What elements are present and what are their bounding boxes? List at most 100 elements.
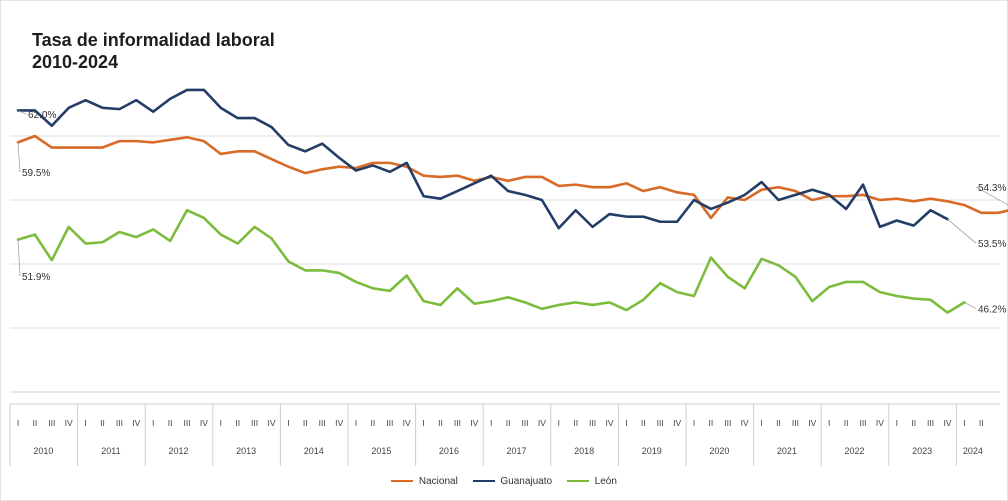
- data-point: [372, 165, 374, 167]
- data-point: [558, 227, 560, 229]
- data-point: [135, 99, 137, 101]
- data-point: [254, 117, 256, 119]
- data-point: [169, 139, 171, 141]
- year-tick-label: 2024: [963, 446, 983, 456]
- legend-item-guanajuato: Guanajuato: [472, 476, 553, 487]
- data-point: [372, 162, 374, 164]
- data-point: [304, 172, 306, 174]
- year-tick-label: 2012: [169, 446, 189, 456]
- data-point: [406, 162, 408, 164]
- data-point: [879, 226, 881, 228]
- data-point: [271, 126, 273, 128]
- quarter-tick-label: III: [927, 418, 934, 428]
- data-point: [237, 117, 239, 119]
- legend-label-leon: León: [594, 476, 617, 487]
- data-point: [642, 299, 644, 301]
- data-point: [203, 140, 205, 142]
- data-point: [676, 191, 678, 193]
- end-label-leader: [964, 302, 977, 309]
- data-point: [288, 166, 290, 168]
- data-point: [845, 195, 847, 197]
- data-point: [457, 175, 459, 177]
- year-tick-label: 2011: [101, 446, 120, 456]
- data-point: [473, 180, 475, 182]
- year-tick-label: 2014: [304, 446, 324, 456]
- year-tick-label: 2016: [439, 446, 459, 456]
- quarter-tick-label: III: [319, 418, 326, 428]
- data-point: [541, 199, 543, 201]
- data-point: [524, 176, 526, 178]
- data-point: [896, 198, 898, 200]
- data-point: [659, 282, 661, 284]
- data-point: [642, 190, 644, 192]
- data-point: [271, 158, 273, 160]
- data-point: [828, 286, 830, 288]
- data-point: [828, 194, 830, 196]
- quarter-tick-label: I: [422, 418, 424, 428]
- data-point: [85, 99, 87, 101]
- data-point: [355, 281, 357, 283]
- data-point: [389, 162, 391, 164]
- data-point: [169, 240, 171, 242]
- legend-label-guanajuato: Guanajuato: [500, 476, 553, 487]
- data-point: [795, 276, 797, 278]
- data-point: [355, 170, 357, 172]
- data-point: [34, 135, 36, 137]
- quarter-tick-label: I: [287, 418, 289, 428]
- data-point: [102, 241, 104, 243]
- start-label-guanajuato-leader: [17, 110, 27, 115]
- data-point: [237, 243, 239, 245]
- end-label-leader: [947, 218, 977, 244]
- data-point: [406, 275, 408, 277]
- data-point: [761, 189, 763, 191]
- data-point: [609, 186, 611, 188]
- data-point: [575, 209, 577, 211]
- data-point: [34, 234, 36, 236]
- quarter-tick-label: II: [100, 418, 105, 428]
- data-point: [710, 217, 712, 219]
- data-point: [947, 312, 949, 314]
- quarter-tick-label: IV: [876, 418, 884, 428]
- data-point: [626, 182, 628, 184]
- data-point: [592, 226, 594, 228]
- data-point: [507, 296, 509, 298]
- start-label-leon: 51.9%: [22, 272, 50, 283]
- quarter-tick-label: IV: [200, 418, 208, 428]
- quarter-tick-label: I: [693, 418, 695, 428]
- quarter-tick-label: IV: [132, 418, 140, 428]
- quarter-tick-label: II: [371, 418, 376, 428]
- data-point: [592, 186, 594, 188]
- data-point: [693, 194, 695, 196]
- data-point: [761, 181, 763, 183]
- quarter-tick-label: II: [709, 418, 714, 428]
- data-point: [321, 168, 323, 170]
- data-point: [473, 182, 475, 184]
- series-line-nacional: [16, 134, 1008, 220]
- data-point: [862, 184, 864, 186]
- data-point: [778, 186, 780, 188]
- data-point: [271, 238, 273, 240]
- data-point: [541, 176, 543, 178]
- quarter-tick-label: I: [828, 418, 830, 428]
- data-point: [642, 216, 644, 218]
- data-point: [524, 194, 526, 196]
- year-tick-label: 2021: [777, 446, 797, 456]
- data-point: [744, 199, 746, 201]
- data-point: [676, 221, 678, 223]
- quarter-tick-label: I: [896, 418, 898, 428]
- year-tick-label: 2015: [371, 446, 391, 456]
- quarter-tick-label: IV: [267, 418, 275, 428]
- data-point: [845, 208, 847, 210]
- data-point: [102, 107, 104, 109]
- chart-legend: Nacional Guanajuato León: [0, 476, 1008, 487]
- year-tick-label: 2022: [845, 446, 865, 456]
- quarter-tick-label: II: [235, 418, 240, 428]
- quarter-tick-label: II: [641, 418, 646, 428]
- data-point: [727, 276, 729, 278]
- legend-swatch-guanajuato: [472, 480, 495, 483]
- data-point: [389, 171, 391, 173]
- data-point: [913, 200, 915, 202]
- year-tick-label: 2023: [912, 446, 932, 456]
- quarter-tick-label: I: [220, 418, 222, 428]
